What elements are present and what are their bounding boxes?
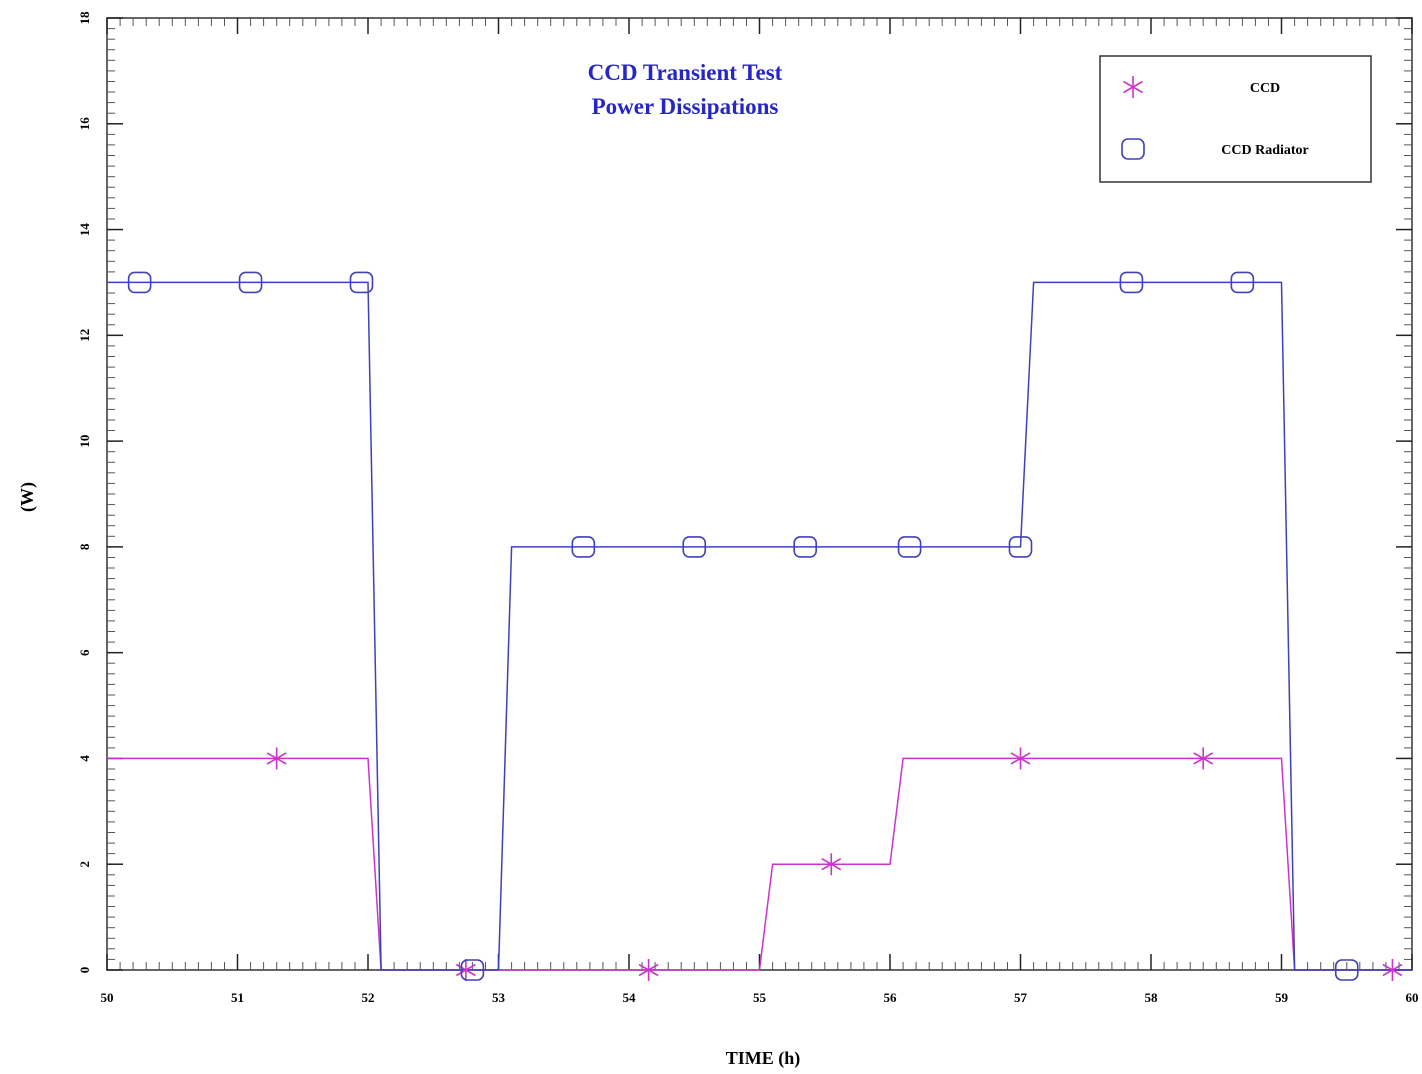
ccd-data-point <box>1193 747 1214 770</box>
x-tick-label: 52 <box>362 990 375 1005</box>
ccd-data-point <box>1010 747 1031 770</box>
y-tick-label: 16 <box>77 117 92 131</box>
series-markers <box>127 271 1403 981</box>
x-tick-label: 54 <box>623 990 637 1005</box>
radiator-data-point <box>682 536 707 558</box>
ccd-data-point <box>1382 959 1403 981</box>
radiator-data-point <box>460 959 485 981</box>
radiator-data-point <box>127 271 152 294</box>
legend-radiator-square-icon <box>1121 138 1145 160</box>
x-tick-label: 58 <box>1145 990 1159 1005</box>
y-tick-label: 4 <box>77 755 92 762</box>
y-tick-label: 10 <box>77 435 92 448</box>
ccd-data-point <box>821 853 842 876</box>
radiator-data-point <box>1230 271 1255 294</box>
ccd-series-line <box>107 757 1412 971</box>
legend: CCD CCD Radiator <box>1099 55 1372 183</box>
x-tick-labels: 50 51 52 53 54 55 56 57 58 59 60 <box>101 990 1419 1005</box>
radiator-data-point <box>793 536 817 558</box>
legend-radiator-square <box>1121 138 1145 160</box>
radiator-data-point <box>897 536 922 558</box>
x-tick-label: 60 <box>1406 990 1419 1005</box>
x-tick-label: 50 <box>101 990 114 1005</box>
x-tick-label: 53 <box>492 990 506 1005</box>
x-tick-label: 56 <box>884 990 898 1005</box>
ccd-data-point <box>455 959 476 981</box>
radiator-data-point <box>1119 271 1144 294</box>
chart-title-line-2: Power Dissipations <box>592 94 779 119</box>
y-tick-label: 18 <box>77 11 92 25</box>
y-tick-label: 8 <box>77 543 92 550</box>
x-tick-label: 55 <box>753 990 767 1005</box>
ccd-data-point <box>638 959 659 981</box>
chart-title-line-1: CCD Transient Test <box>588 60 783 85</box>
radiator-data-point <box>238 271 263 294</box>
legend-ccd-asterisk <box>1123 76 1143 98</box>
radiator-data-point <box>1334 959 1359 981</box>
legend-radiator-label: CCD Radiator <box>1221 143 1309 158</box>
x-tick-label: 59 <box>1275 990 1289 1005</box>
series-lines <box>107 281 1412 971</box>
y-tick-label: 6 <box>77 649 92 656</box>
legend-ccd-label: CCD <box>1250 81 1280 96</box>
y-tick-label: 12 <box>77 329 92 342</box>
legend-ccd-asterisk-icon <box>1123 76 1143 98</box>
y-tick-label: 2 <box>77 861 92 868</box>
legend-box <box>1099 55 1372 183</box>
radiator-series-line <box>107 281 1412 971</box>
y-axis-label: (W) <box>17 482 38 512</box>
y-tick-label: 0 <box>77 967 92 974</box>
radiator-data-point <box>349 271 374 294</box>
y-tick-labels: 0 2 4 6 8 10 12 14 16 18 <box>77 11 92 973</box>
x-axis-label: TIME (h) <box>726 1048 801 1069</box>
x-tick-label: 51 <box>231 990 244 1005</box>
ccd-data-point <box>266 747 287 770</box>
x-tick-label: 57 <box>1014 990 1028 1005</box>
radiator-data-point <box>1008 536 1033 558</box>
radiator-data-point <box>571 536 596 558</box>
y-tick-label: 14 <box>77 223 92 237</box>
